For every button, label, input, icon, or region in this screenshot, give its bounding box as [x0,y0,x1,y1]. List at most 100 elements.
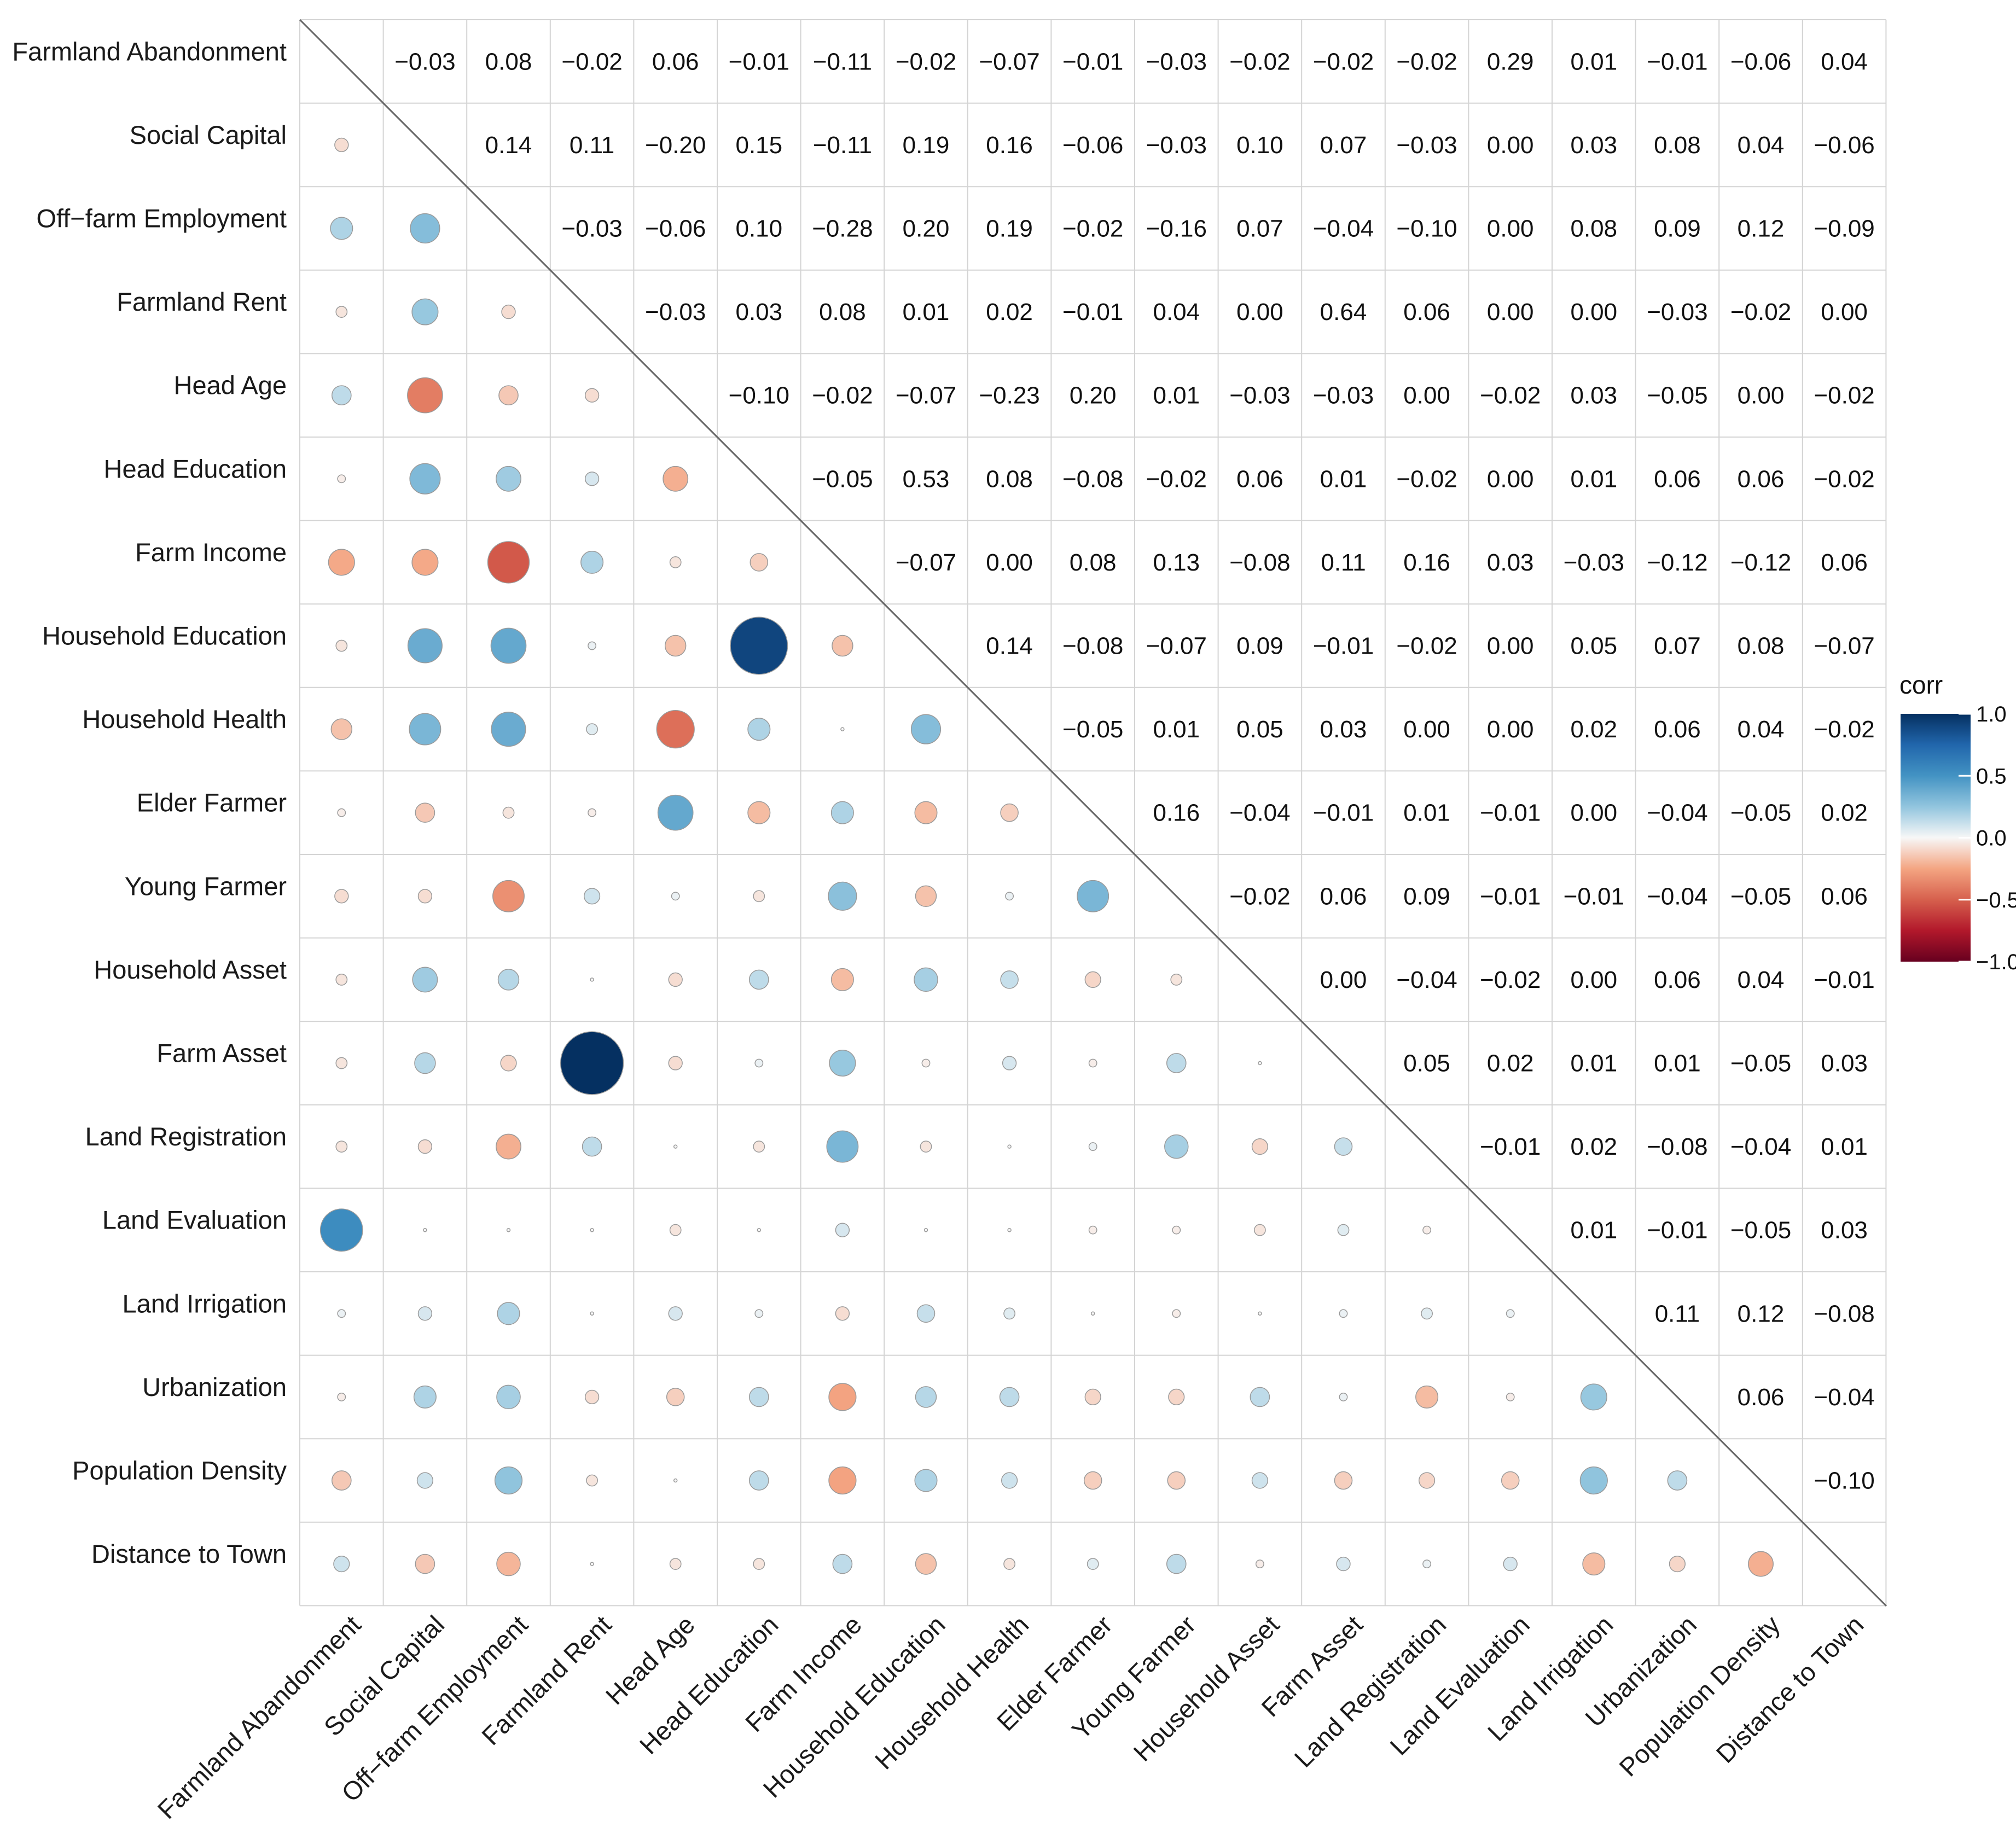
corr-circle [915,1386,937,1408]
corr-circle [828,881,857,911]
corr-circle [319,1208,363,1252]
corr-circle [673,1478,678,1483]
corr-circle [330,217,353,240]
corr-value: 0.01 [903,299,950,325]
corr-circle [753,890,765,903]
corr-circle [496,466,521,492]
corr-value: −0.08 [1062,633,1123,660]
corr-circle [590,1562,594,1566]
corr-circle [747,801,771,824]
corr-value: 0.03 [1320,716,1367,743]
corr-circle [923,1227,928,1232]
corr-circle [1506,1392,1515,1401]
row-label: Young Farmer [125,871,287,900]
corr-circle [334,889,349,904]
corr-circle [590,977,594,982]
corr-circle [668,972,683,987]
grid [299,19,1887,1607]
corr-value: 0.00 [1487,216,1534,242]
corr-value: 0.20 [903,216,950,242]
corr-circle [829,1049,856,1077]
corr-value: 0.00 [1821,299,1868,325]
corr-value: 0.01 [1570,48,1617,75]
corr-circle [828,1383,857,1411]
corr-circle [914,967,938,992]
corr-circle [666,1388,685,1406]
corr-value: 0.01 [1821,1133,1868,1160]
corr-circle [337,808,346,817]
row-label: Off−farm Employment [36,204,287,233]
corr-value: −0.02 [1480,382,1541,409]
corr-value: 0.00 [1487,132,1534,159]
corr-circle [560,1031,624,1095]
corr-circle [754,1058,764,1068]
corr-value: 0.06 [1738,1384,1785,1411]
corr-circle [334,137,349,153]
corr-circle [417,889,433,904]
corr-circle [1007,1227,1012,1232]
corr-circle [331,1470,352,1491]
corr-circle [331,385,352,406]
circle-marks [319,137,1774,1577]
corr-value: 0.01 [1153,716,1200,743]
corr-value: −0.10 [1396,216,1457,242]
corr-circle [915,885,937,907]
corr-value: −0.05 [1062,716,1123,743]
legend-ticks: 1.0 0.5 0.0 −0.5 −1.0 [1959,702,2016,974]
corr-value: 0.09 [1403,883,1450,910]
corr-value: 0.02 [1570,1133,1617,1160]
corr-value: 0.06 [1821,883,1868,910]
corr-value: −0.11 [813,48,872,75]
corr-circle [584,472,600,486]
corr-value: 0.16 [986,132,1033,159]
corr-circle [590,1227,594,1232]
corr-value: −0.03 [645,299,706,325]
corr-value: −0.05 [1730,800,1791,827]
row-label: Land Registration [85,1122,287,1151]
corr-value: −0.08 [1647,1133,1707,1160]
corr-value: −0.12 [1730,549,1791,576]
corr-circle [747,718,771,741]
corr-value: 0.01 [1403,800,1450,827]
corr-value: −0.11 [813,132,872,159]
corr-circle [498,385,519,406]
corr-value: −0.02 [1313,48,1374,75]
corr-value: 0.03 [1487,549,1534,576]
corr-circle [407,628,443,664]
corr-circle [1503,1556,1518,1572]
corr-value: −0.06 [1814,132,1874,159]
row-label: Head Age [174,371,287,400]
corr-circle [1415,1385,1439,1409]
corr-circle [1336,1556,1351,1572]
row-label: Farm Income [135,538,287,567]
corr-value: −0.03 [1564,549,1624,576]
corr-circle [1170,974,1183,986]
corr-circle [492,880,525,912]
corr-value: 0.03 [1821,1217,1868,1244]
corr-circle [1258,1311,1262,1316]
corr-circle [1087,1558,1099,1570]
corr-value: 0.19 [903,132,950,159]
corr-circle [497,1302,520,1325]
corr-circle [584,888,601,905]
corr-value: −0.01 [1814,967,1874,993]
corr-value: 0.20 [1070,382,1117,409]
corr-circle [910,714,942,744]
corr-value: −0.01 [1480,883,1541,910]
corr-value: 0.07 [1654,633,1701,660]
corr-value: −0.05 [1730,883,1791,910]
corr-circle [673,1144,678,1149]
corr-value: −0.08 [1229,549,1290,576]
corr-circle [1168,1388,1185,1405]
corr-circle [409,713,441,746]
corr-circle [337,1392,346,1401]
corr-value: 0.11 [570,132,614,159]
corr-value: 0.00 [1738,382,1785,409]
corr-value: 0.09 [1236,633,1283,660]
corr-value: −0.03 [561,216,622,242]
corr-circle [840,727,845,731]
corr-circle [415,802,435,823]
corr-circle [668,1306,683,1321]
